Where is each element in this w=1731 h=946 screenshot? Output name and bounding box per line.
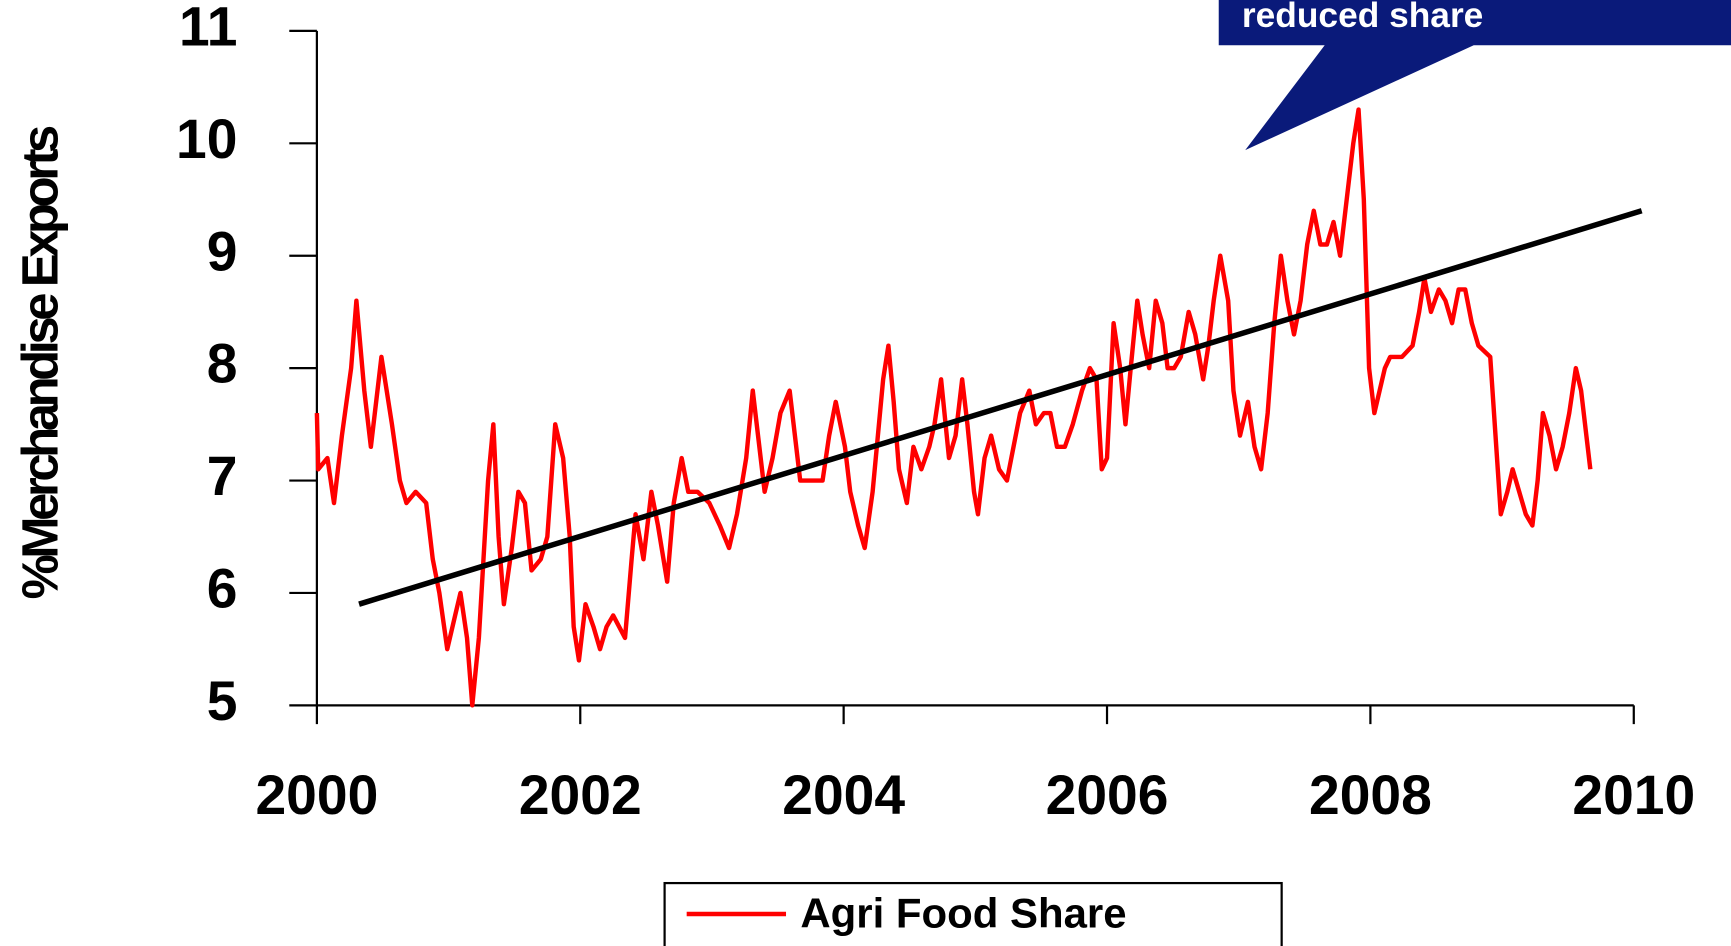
x-tick-label: 2000 [255, 764, 378, 826]
y-tick-label: 7 [207, 445, 238, 507]
y-tick-label: 5 [207, 670, 238, 732]
x-tick-label: 2002 [519, 764, 642, 826]
legend-label: Agri Food Share [800, 889, 1126, 936]
y-tick-label: 11 [179, 0, 237, 57]
trend-line [358, 208, 1643, 607]
x-tick-label: 2004 [782, 764, 905, 826]
y-tick-label: 6 [207, 558, 238, 620]
x-tick-label: 2010 [1572, 764, 1695, 826]
y-tick-label: 9 [207, 220, 238, 282]
y-tick-label: 8 [207, 333, 238, 395]
annotation-text: reduced share [1242, 0, 1483, 35]
y-tick-label: 10 [176, 108, 237, 170]
x-tick-label: 2008 [1309, 764, 1432, 826]
annotation-callout [1218, 0, 1731, 151]
x-tick-label: 2006 [1046, 764, 1169, 826]
y-axis-label: %Merchandise Exports [12, 126, 69, 599]
data-line [314, 107, 1593, 708]
